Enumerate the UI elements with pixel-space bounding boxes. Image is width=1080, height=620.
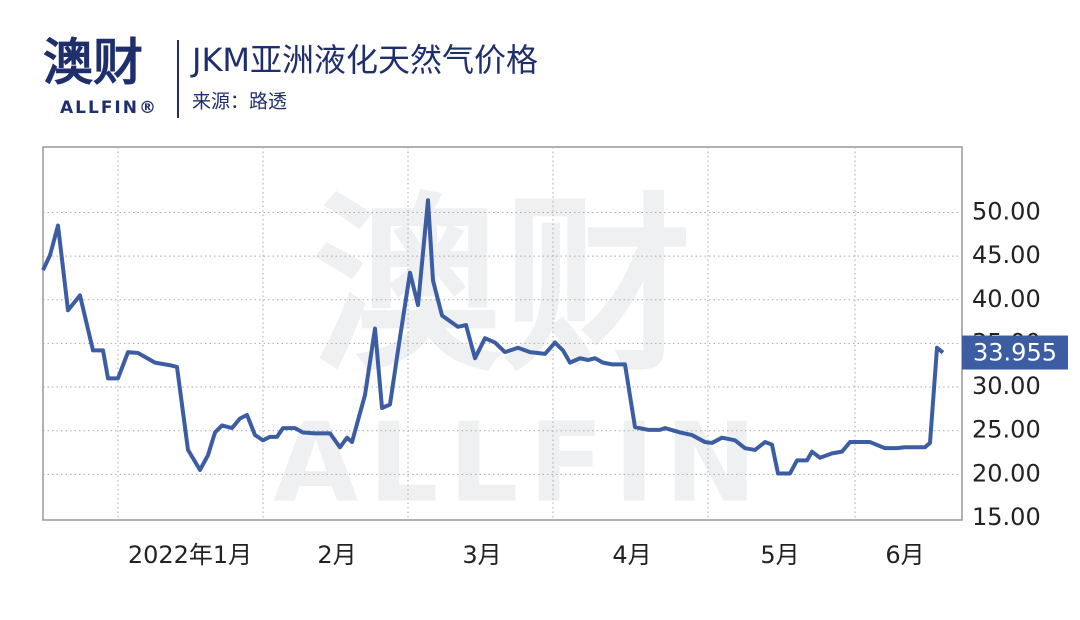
last-value-label: 33.955: [973, 339, 1057, 367]
source: 来源：路透: [192, 91, 287, 113]
watermark-sub: ALLFIN: [273, 398, 766, 526]
x-tick-label: 3月: [462, 541, 501, 569]
y-tick-label: 25.00: [972, 416, 1041, 444]
y-tick-label: 45.00: [972, 241, 1041, 269]
price-line: [41, 198, 945, 476]
plot-frame: [42, 146, 963, 521]
watermark: 澳财: [312, 176, 692, 397]
y-tick-label: 40.00: [972, 285, 1041, 313]
y-tick-label: 30.00: [972, 372, 1041, 400]
x-tick-label: 5月: [760, 541, 799, 569]
x-tick-label: 4月: [612, 541, 651, 569]
y-tick-label: 20.00: [972, 459, 1041, 487]
chart-title: JKM亚洲液化天然气价格: [190, 41, 538, 79]
x-tick-label: 6月: [885, 541, 924, 569]
y-tick-label: 15.00: [972, 503, 1041, 531]
x-tick-label: 2022年1月: [128, 541, 252, 569]
y-tick-label: 50.00: [972, 197, 1041, 225]
x-tick-label: 2月: [317, 541, 356, 569]
last-value-box: [962, 335, 1068, 370]
logo-sub: ALLFIN®: [60, 98, 158, 118]
logo: 澳财: [43, 34, 143, 92]
